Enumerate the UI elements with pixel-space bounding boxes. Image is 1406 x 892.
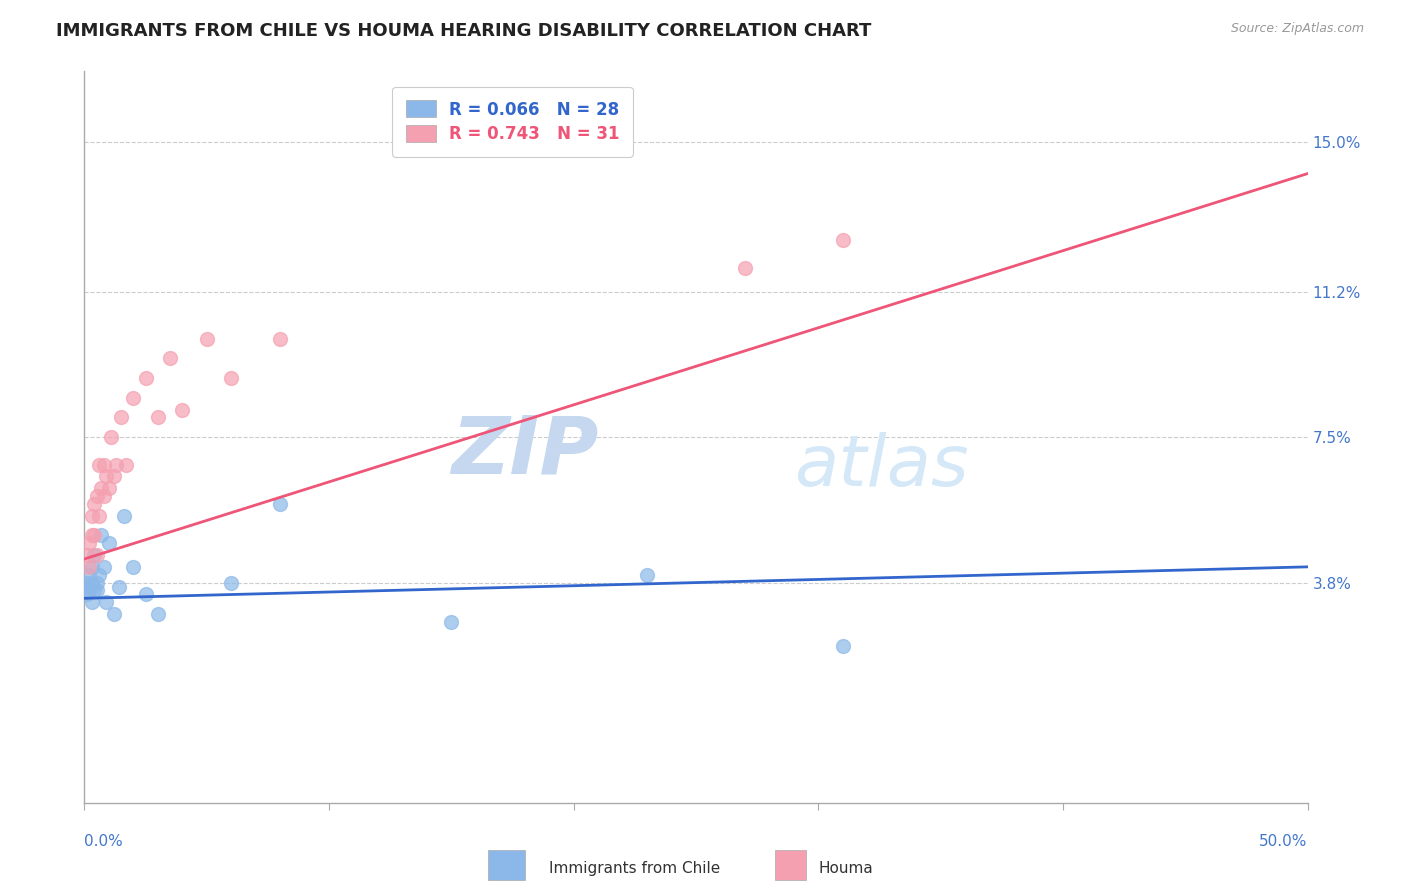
FancyBboxPatch shape — [488, 850, 524, 880]
Point — [135, 371, 157, 385]
Point — [636, 567, 658, 582]
Point — [77, 559, 100, 574]
Point — [107, 580, 129, 594]
Point — [135, 587, 157, 601]
Point — [83, 548, 105, 562]
Point — [77, 583, 100, 598]
Point — [90, 481, 112, 495]
Point — [83, 528, 105, 542]
Point — [172, 402, 194, 417]
Point — [87, 567, 110, 582]
Point — [105, 458, 128, 472]
Point — [110, 410, 132, 425]
Point — [122, 559, 145, 574]
Point — [146, 607, 169, 621]
Point — [76, 587, 98, 601]
Point — [100, 430, 122, 444]
Text: Source: ZipAtlas.com: Source: ZipAtlas.com — [1230, 22, 1364, 36]
Point — [87, 458, 110, 472]
Point — [96, 469, 118, 483]
Point — [83, 497, 105, 511]
Point — [80, 508, 103, 523]
Point — [734, 260, 756, 275]
Point — [112, 508, 135, 523]
Point — [90, 528, 112, 542]
Point — [86, 548, 108, 562]
Point — [86, 583, 108, 598]
Point — [86, 575, 108, 590]
Point — [440, 615, 463, 629]
Point — [83, 583, 105, 598]
Point — [93, 489, 115, 503]
Text: ZIP: ZIP — [451, 413, 598, 491]
Text: 50.0%: 50.0% — [1260, 834, 1308, 849]
FancyBboxPatch shape — [776, 850, 806, 880]
Legend: R = 0.066   N = 28, R = 0.743   N = 31: R = 0.066 N = 28, R = 0.743 N = 31 — [392, 87, 633, 157]
Point — [103, 469, 125, 483]
Point — [219, 575, 242, 590]
Point — [269, 332, 291, 346]
Point — [159, 351, 181, 366]
Point — [80, 559, 103, 574]
Text: IMMIGRANTS FROM CHILE VS HOUMA HEARING DISABILITY CORRELATION CHART: IMMIGRANTS FROM CHILE VS HOUMA HEARING D… — [56, 22, 872, 40]
Point — [831, 639, 853, 653]
Point — [77, 536, 100, 550]
Point — [86, 489, 108, 503]
Point — [831, 234, 853, 248]
Point — [115, 458, 138, 472]
Point — [80, 575, 103, 590]
Text: atlas: atlas — [794, 432, 969, 500]
Point — [77, 567, 100, 582]
Text: Houma: Houma — [818, 861, 873, 876]
Point — [96, 595, 118, 609]
Point — [195, 332, 218, 346]
Point — [80, 595, 103, 609]
Point — [76, 575, 98, 590]
Point — [93, 458, 115, 472]
Point — [103, 607, 125, 621]
Point — [97, 481, 120, 495]
Point — [122, 391, 145, 405]
Point — [146, 410, 169, 425]
Point — [87, 508, 110, 523]
Point — [269, 497, 291, 511]
Point — [76, 548, 98, 562]
Point — [80, 528, 103, 542]
Point — [97, 536, 120, 550]
Text: 0.0%: 0.0% — [84, 834, 124, 849]
Text: Immigrants from Chile: Immigrants from Chile — [550, 861, 720, 876]
Point — [219, 371, 242, 385]
Point — [93, 559, 115, 574]
Point — [77, 580, 100, 594]
